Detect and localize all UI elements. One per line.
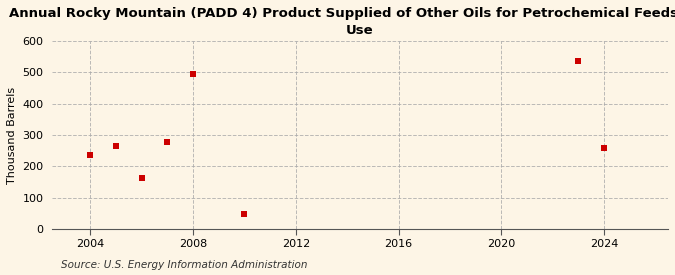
Point [239, 212, 250, 216]
Y-axis label: Thousand Barrels: Thousand Barrels [7, 86, 17, 183]
Point [136, 176, 147, 180]
Point [573, 59, 584, 64]
Point [85, 153, 96, 158]
Title: Annual Rocky Mountain (PADD 4) Product Supplied of Other Oils for Petrochemical : Annual Rocky Mountain (PADD 4) Product S… [9, 7, 675, 37]
Text: Source: U.S. Energy Information Administration: Source: U.S. Energy Information Administ… [61, 260, 307, 270]
Point [162, 140, 173, 144]
Point [111, 144, 122, 148]
Point [188, 72, 198, 76]
Point [599, 146, 610, 150]
